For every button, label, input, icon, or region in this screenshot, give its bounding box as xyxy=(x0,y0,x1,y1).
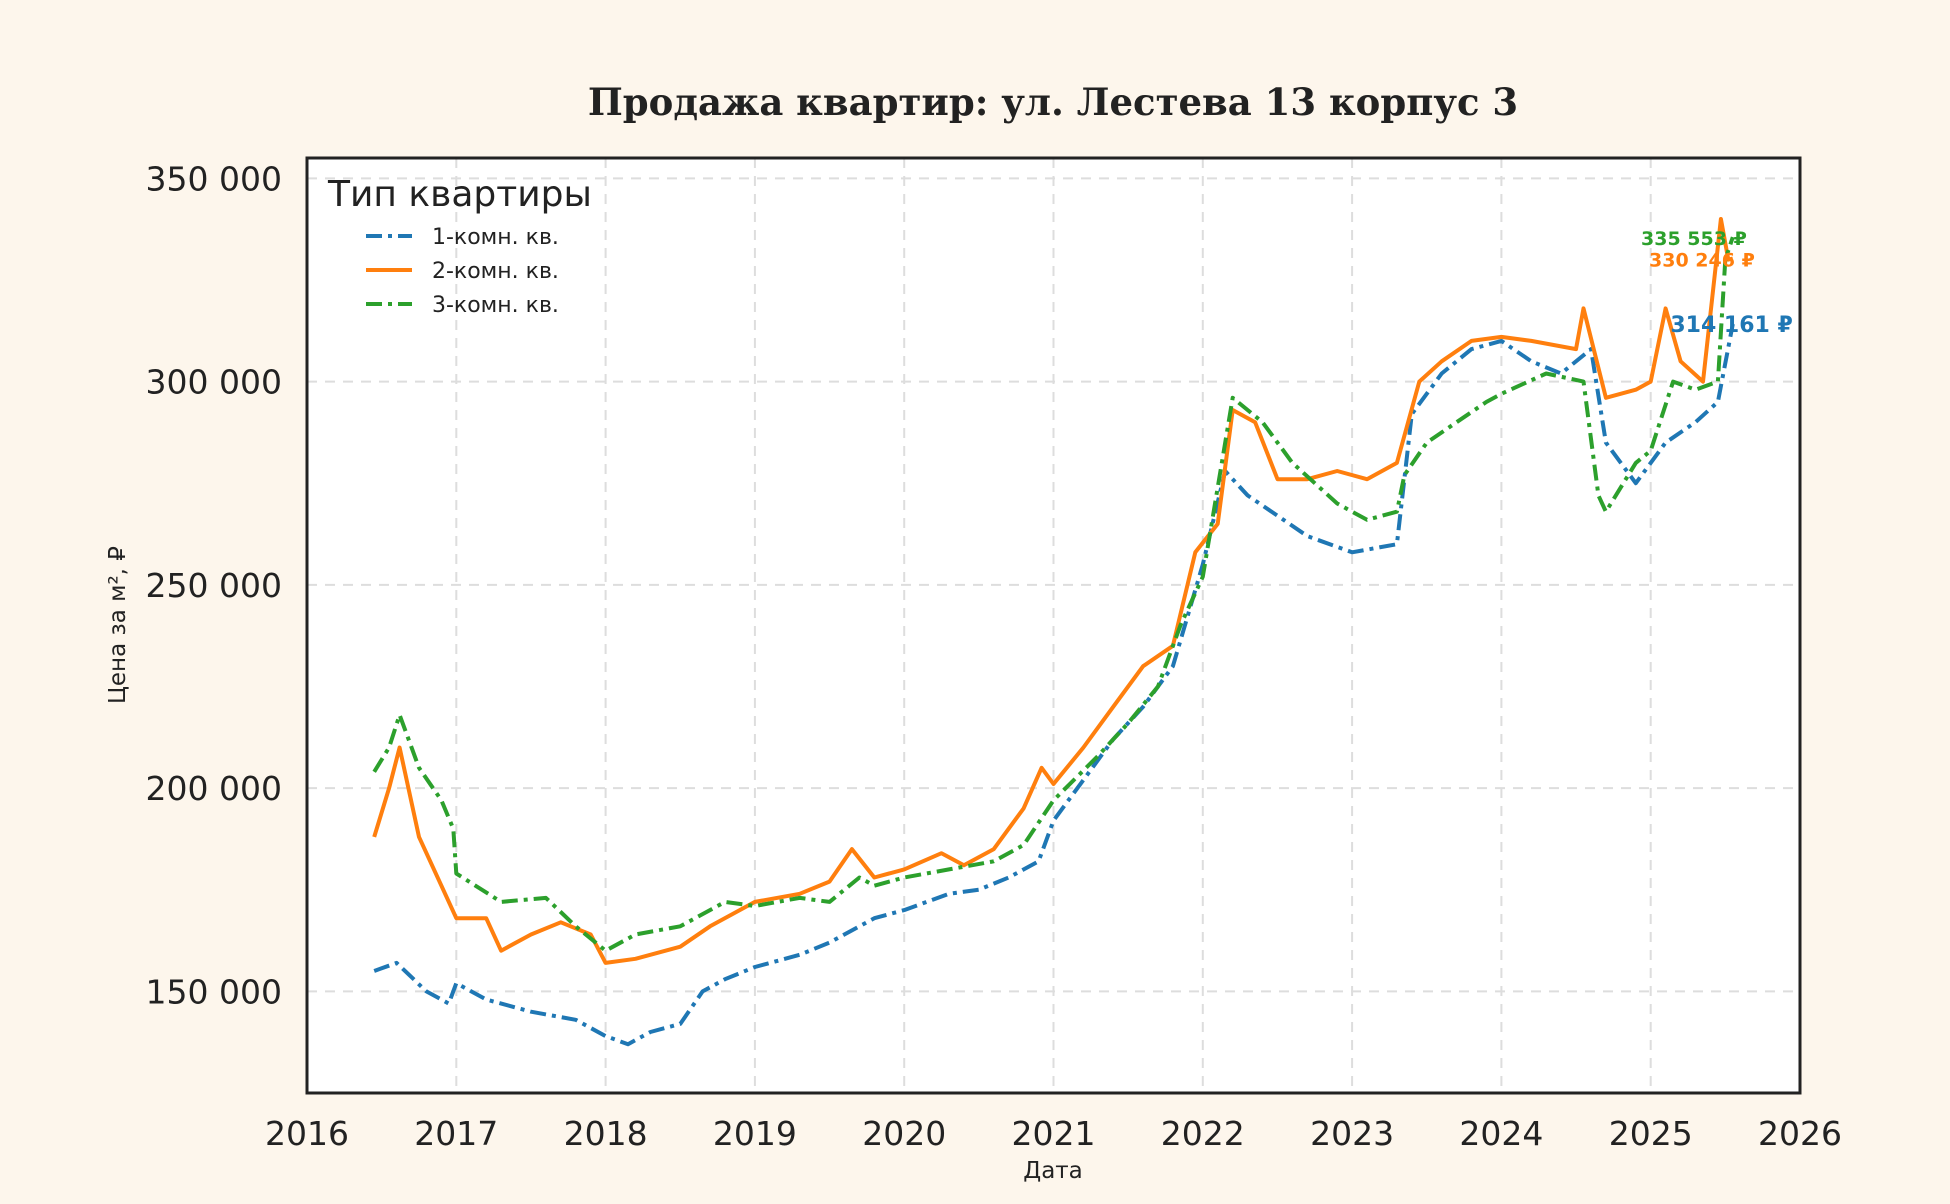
series-line xyxy=(372,236,1735,953)
x-tick-label: 2026 xyxy=(1758,1114,1842,1153)
end-value-label: 330 246 ₽ xyxy=(1649,250,1755,272)
grid xyxy=(307,158,1800,1093)
plot-frame xyxy=(305,156,1802,1095)
end-labels: 314 161 ₽ 330 246 ₽335 553 ₽ xyxy=(1641,228,1793,338)
x-tick-label: 2024 xyxy=(1459,1114,1543,1153)
y-tick-label: 200 000 xyxy=(146,769,282,808)
series-line xyxy=(373,323,1735,1047)
y-tick-label: 350 000 xyxy=(146,159,282,198)
x-axis-ticks: 2016 2017 2018 2019 2020 2021 2022 2023 2024 2025… xyxy=(265,1114,1842,1153)
y-tick-label: 250 000 xyxy=(146,566,282,605)
x-tick-label: 2020 xyxy=(862,1114,946,1153)
legend-entry-label: 2-комн. кв. xyxy=(432,259,559,284)
series-lines xyxy=(372,217,1735,1047)
x-tick-label: 2023 xyxy=(1310,1114,1394,1153)
end-value-label: 335 553 ₽ xyxy=(1641,228,1747,250)
legend-title: Тип квартиры xyxy=(327,174,592,215)
x-tick-label: 2025 xyxy=(1609,1114,1693,1153)
x-tick-label: 2016 xyxy=(265,1114,349,1153)
x-tick-label: 2021 xyxy=(1012,1114,1096,1153)
y-tick-label: 150 000 xyxy=(146,972,282,1011)
series-line xyxy=(372,217,1734,965)
chart-title: Продажа квартир: ул. Лестева 13 корпус 3 xyxy=(588,80,1518,124)
legend-entry-label: 3-комн. кв. xyxy=(432,293,559,318)
legend-items: 1-комн. кв. 2-комн. кв. 3-комн. кв. xyxy=(366,225,559,318)
x-tick-label: 2022 xyxy=(1161,1114,1245,1153)
y-axis-ticks: 150 000 200 000 250 000 300 000 350 000 xyxy=(146,159,282,1011)
x-axis-label: Дата xyxy=(1023,1158,1083,1184)
x-tick-label: 2018 xyxy=(564,1114,648,1153)
x-tick-label: 2017 xyxy=(414,1114,498,1153)
legend-entry-label: 1-комн. кв. xyxy=(432,225,559,250)
y-tick-label: 300 000 xyxy=(146,363,282,402)
y-axis-label: Цена за м², ₽ xyxy=(105,546,131,704)
end-value-label: 314 161 ₽ xyxy=(1670,313,1792,338)
legend: Тип квартиры 1-комн. кв. 2-комн. кв. 3-ком… xyxy=(327,174,592,318)
x-tick-label: 2019 xyxy=(713,1114,797,1153)
